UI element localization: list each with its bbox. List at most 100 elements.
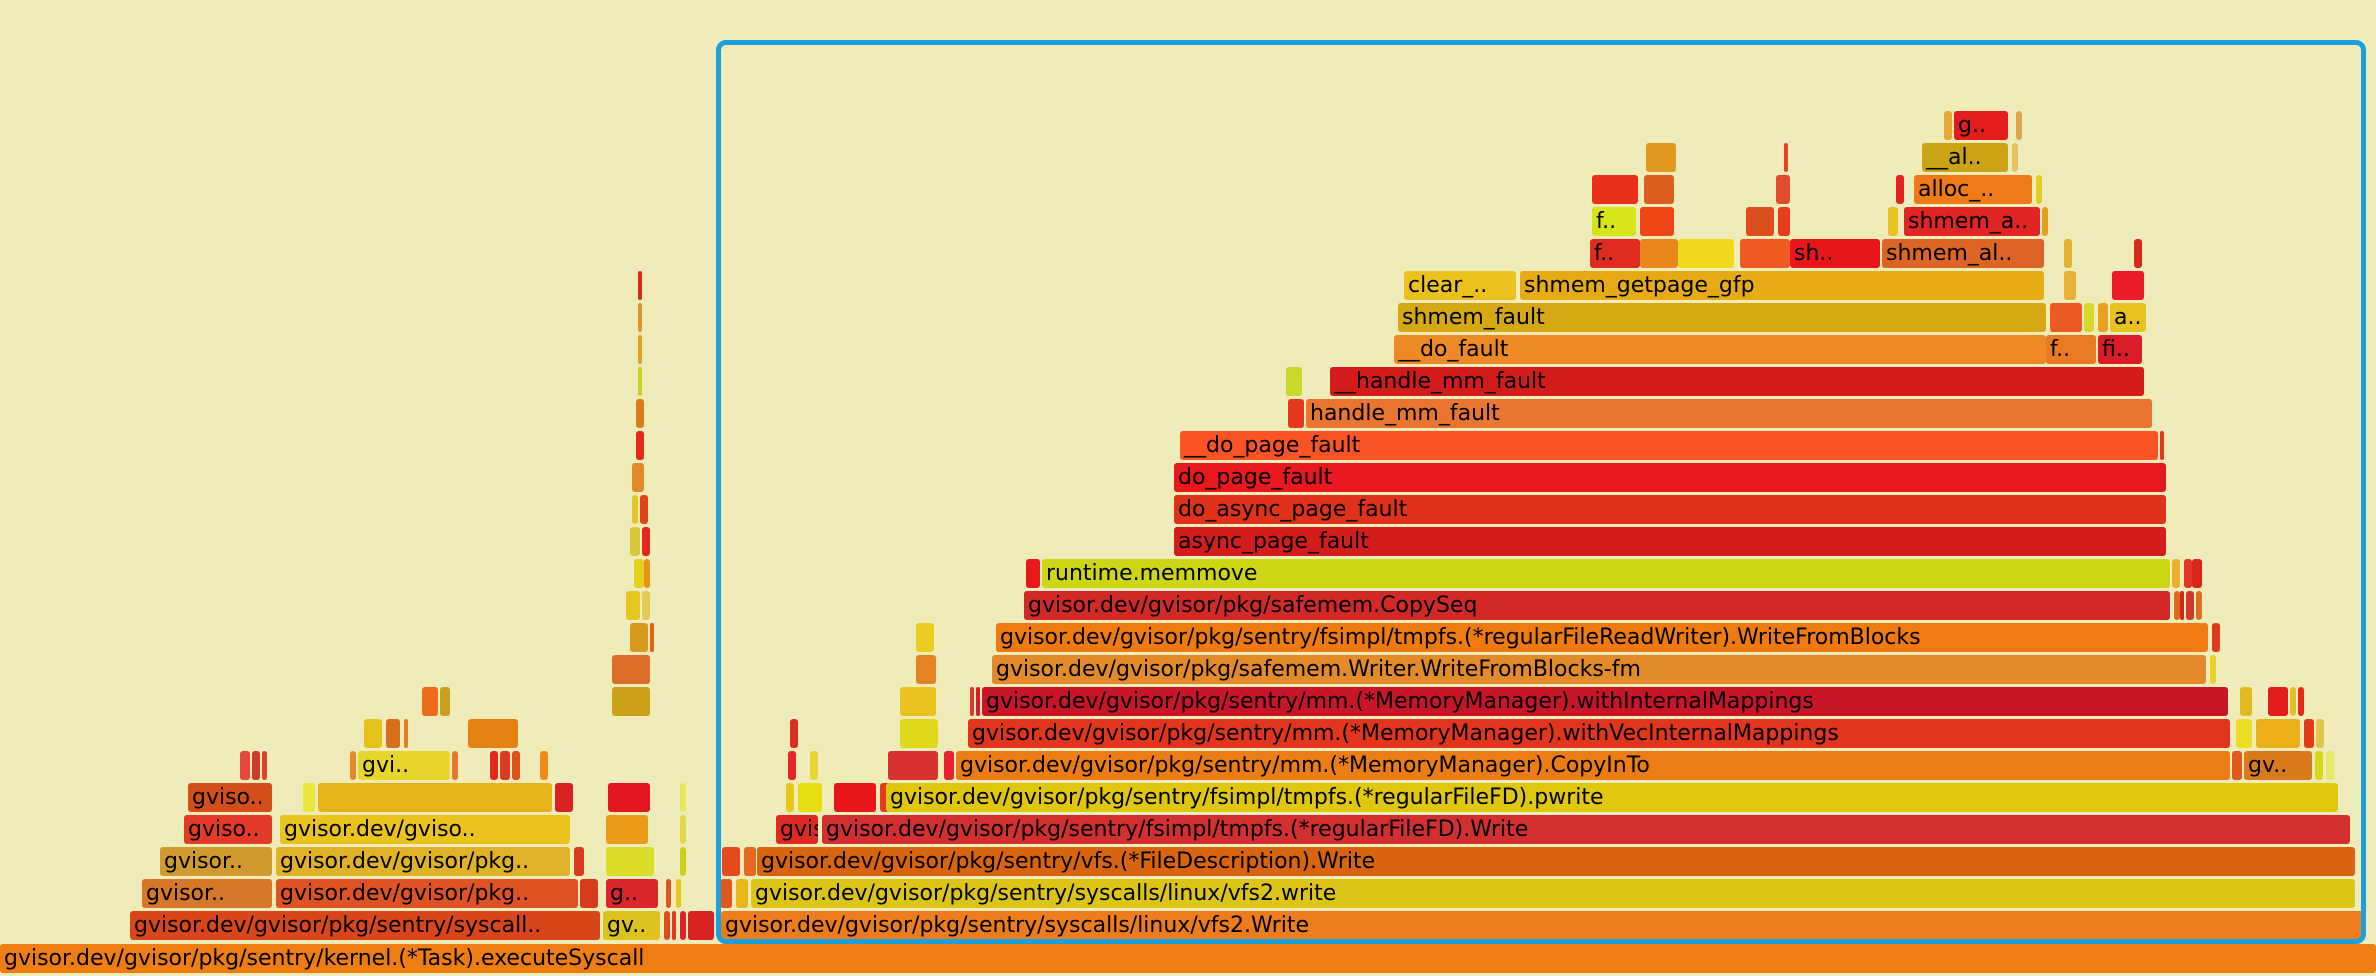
flame-frame[interactable]: __al..: [1922, 143, 2008, 172]
flame-frame[interactable]: gvisor.dev/gvisor/pkg/sentry/kernel.(*Ta…: [0, 944, 2376, 973]
flame-frame[interactable]: alloc_..: [1914, 175, 2032, 204]
flame-frame[interactable]: g..: [606, 879, 658, 908]
flame-frame-narrow[interactable]: [2315, 751, 2323, 780]
flame-frame-narrow[interactable]: [650, 623, 654, 652]
flame-frame[interactable]: gvisor..: [142, 879, 272, 908]
flame-frame[interactable]: gvisor.dev/gvisor/pkg/sentry/fsimpl/tmpf…: [886, 783, 2338, 812]
flame-frame[interactable]: gvisor.dev/gvisor/pkg/sentry/fsimpl/tmpf…: [822, 815, 2350, 844]
flame-frame[interactable]: gvisor.dev/gvisor/pkg/sentry/fsimpl/tmpf…: [996, 623, 2208, 652]
flame-frame-narrow[interactable]: [1640, 207, 1674, 236]
flame-frame-narrow[interactable]: [468, 719, 518, 748]
flame-frame[interactable]: do_async_page_fault: [1174, 495, 2166, 524]
flame-frame-narrow[interactable]: [2012, 143, 2018, 172]
flame-frame-narrow[interactable]: [676, 879, 681, 908]
flame-frame-narrow[interactable]: [2236, 719, 2252, 748]
flame-frame-narrow[interactable]: [612, 687, 650, 716]
flame-frame-narrow[interactable]: [2064, 271, 2076, 300]
flame-frame[interactable]: a..: [2110, 303, 2146, 332]
flame-frame-narrow[interactable]: [638, 303, 642, 332]
flame-frame-narrow[interactable]: [2160, 431, 2164, 460]
flame-frame-narrow[interactable]: [944, 751, 954, 780]
flame-frame-narrow[interactable]: [1678, 239, 1734, 268]
flame-frame-narrow[interactable]: [608, 783, 650, 812]
flame-frame-narrow[interactable]: [680, 911, 686, 940]
flame-frame-narrow[interactable]: [626, 591, 640, 620]
flame-frame[interactable]: gvisor.dev/gvisor/pkg/safemem.Writer.Wri…: [992, 655, 2206, 684]
flame-frame-narrow[interactable]: [722, 847, 740, 876]
flame-frame-narrow[interactable]: [900, 687, 936, 716]
flame-frame-narrow[interactable]: [1646, 143, 1676, 172]
flame-frame-narrow[interactable]: [2084, 303, 2094, 332]
flame-frame-narrow[interactable]: [642, 527, 650, 556]
flame-frame-narrow[interactable]: [680, 815, 686, 844]
flame-frame-narrow[interactable]: [634, 559, 644, 588]
flame-frame-narrow[interactable]: [810, 751, 818, 780]
flame-frame-narrow[interactable]: [2016, 111, 2022, 140]
flame-frame[interactable]: handle_mm_fault: [1306, 399, 2152, 428]
flame-frame[interactable]: gviso..: [776, 815, 818, 844]
flame-frame-narrow[interactable]: [2256, 719, 2300, 748]
flame-frame[interactable]: gviso..: [184, 815, 272, 844]
flame-frame-narrow[interactable]: [916, 655, 936, 684]
flame-frame-narrow[interactable]: [1746, 207, 1774, 236]
flame-frame-narrow[interactable]: [638, 271, 642, 300]
flame-frame-narrow[interactable]: [1640, 239, 1678, 268]
flame-frame-narrow[interactable]: [404, 719, 408, 748]
flame-frame-narrow[interactable]: [680, 847, 686, 876]
flame-frame-narrow[interactable]: [2134, 239, 2142, 268]
flame-frame[interactable]: fi..: [2098, 335, 2142, 364]
flame-frame-narrow[interactable]: [2112, 271, 2144, 300]
flame-frame[interactable]: shmem_getpage_gfp: [1520, 271, 2044, 300]
flame-frame-narrow[interactable]: [555, 783, 573, 812]
flame-frame-narrow[interactable]: [636, 431, 644, 460]
flame-frame-narrow[interactable]: [1776, 175, 1790, 204]
flame-frame-narrow[interactable]: [540, 751, 548, 780]
flame-frame-narrow[interactable]: [2184, 559, 2192, 588]
flame-frame[interactable]: g..: [1954, 111, 2008, 140]
flame-frame-narrow[interactable]: [790, 719, 798, 748]
flame-frame-narrow[interactable]: [630, 527, 640, 556]
flame-frame-narrow[interactable]: [2212, 623, 2220, 652]
flame-frame-narrow[interactable]: [262, 751, 267, 780]
flame-frame-narrow[interactable]: [606, 815, 648, 844]
flame-frame-narrow[interactable]: [888, 751, 938, 780]
flame-frame-narrow[interactable]: [2326, 751, 2334, 780]
flame-frame-narrow[interactable]: [664, 911, 670, 940]
flame-frame[interactable]: f..: [1590, 239, 1640, 268]
flame-frame-narrow[interactable]: [440, 687, 450, 716]
flame-frame[interactable]: shmem_a..: [1904, 207, 2040, 236]
flame-frame[interactable]: shmem_fault: [1398, 303, 2046, 332]
flame-frame[interactable]: gvisor.dev/gvisor/pkg/sentry/vfs.(*FileD…: [757, 847, 2355, 876]
flame-frame-narrow[interactable]: [1644, 175, 1674, 204]
flame-frame-narrow[interactable]: [2240, 687, 2252, 716]
flame-frame-narrow[interactable]: [916, 623, 934, 652]
flame-frame-narrow[interactable]: [386, 719, 400, 748]
flame-frame-narrow[interactable]: [350, 751, 356, 780]
flame-frame[interactable]: gvisor.dev/gvisor/pkg/sentry/mm.(*Memory…: [968, 719, 2230, 748]
flame-frame-narrow[interactable]: [2036, 175, 2042, 204]
flame-frame-narrow[interactable]: [688, 911, 714, 940]
flame-frame-narrow[interactable]: [1286, 367, 1302, 396]
flame-frame-narrow[interactable]: [720, 879, 732, 908]
flame-frame-narrow[interactable]: [452, 751, 458, 780]
flame-frame-narrow[interactable]: [786, 783, 794, 812]
flame-frame[interactable]: clear_..: [1404, 271, 1516, 300]
flame-frame[interactable]: gv..: [2244, 751, 2312, 780]
flame-frame[interactable]: __handle_mm_fault: [1330, 367, 2144, 396]
flame-frame-narrow[interactable]: [644, 559, 650, 588]
flame-frame-narrow[interactable]: [834, 783, 876, 812]
flame-frame-narrow[interactable]: [970, 687, 974, 716]
flame-frame-narrow[interactable]: [2210, 655, 2216, 684]
flame-frame-narrow[interactable]: [606, 847, 654, 876]
flame-frame-narrow[interactable]: [1888, 207, 1898, 236]
flame-frame-narrow[interactable]: [736, 879, 748, 908]
flame-frame-narrow[interactable]: [1740, 239, 1790, 268]
flame-frame[interactable]: gvisor.dev/gvisor/pkg/sentry/mm.(*Memory…: [982, 687, 2228, 716]
flame-frame-narrow[interactable]: [2186, 591, 2194, 620]
flame-frame[interactable]: gvisor.dev/gvisor/pkg/sentry/mm.(*Memory…: [956, 751, 2230, 780]
flame-frame[interactable]: gvisor.dev/gvisor/pkg..: [276, 847, 570, 876]
flame-frame-narrow[interactable]: [2180, 591, 2184, 620]
flame-frame-narrow[interactable]: [2050, 303, 2082, 332]
flame-frame-narrow[interactable]: [574, 847, 584, 876]
flame-frame-narrow[interactable]: [303, 783, 315, 812]
